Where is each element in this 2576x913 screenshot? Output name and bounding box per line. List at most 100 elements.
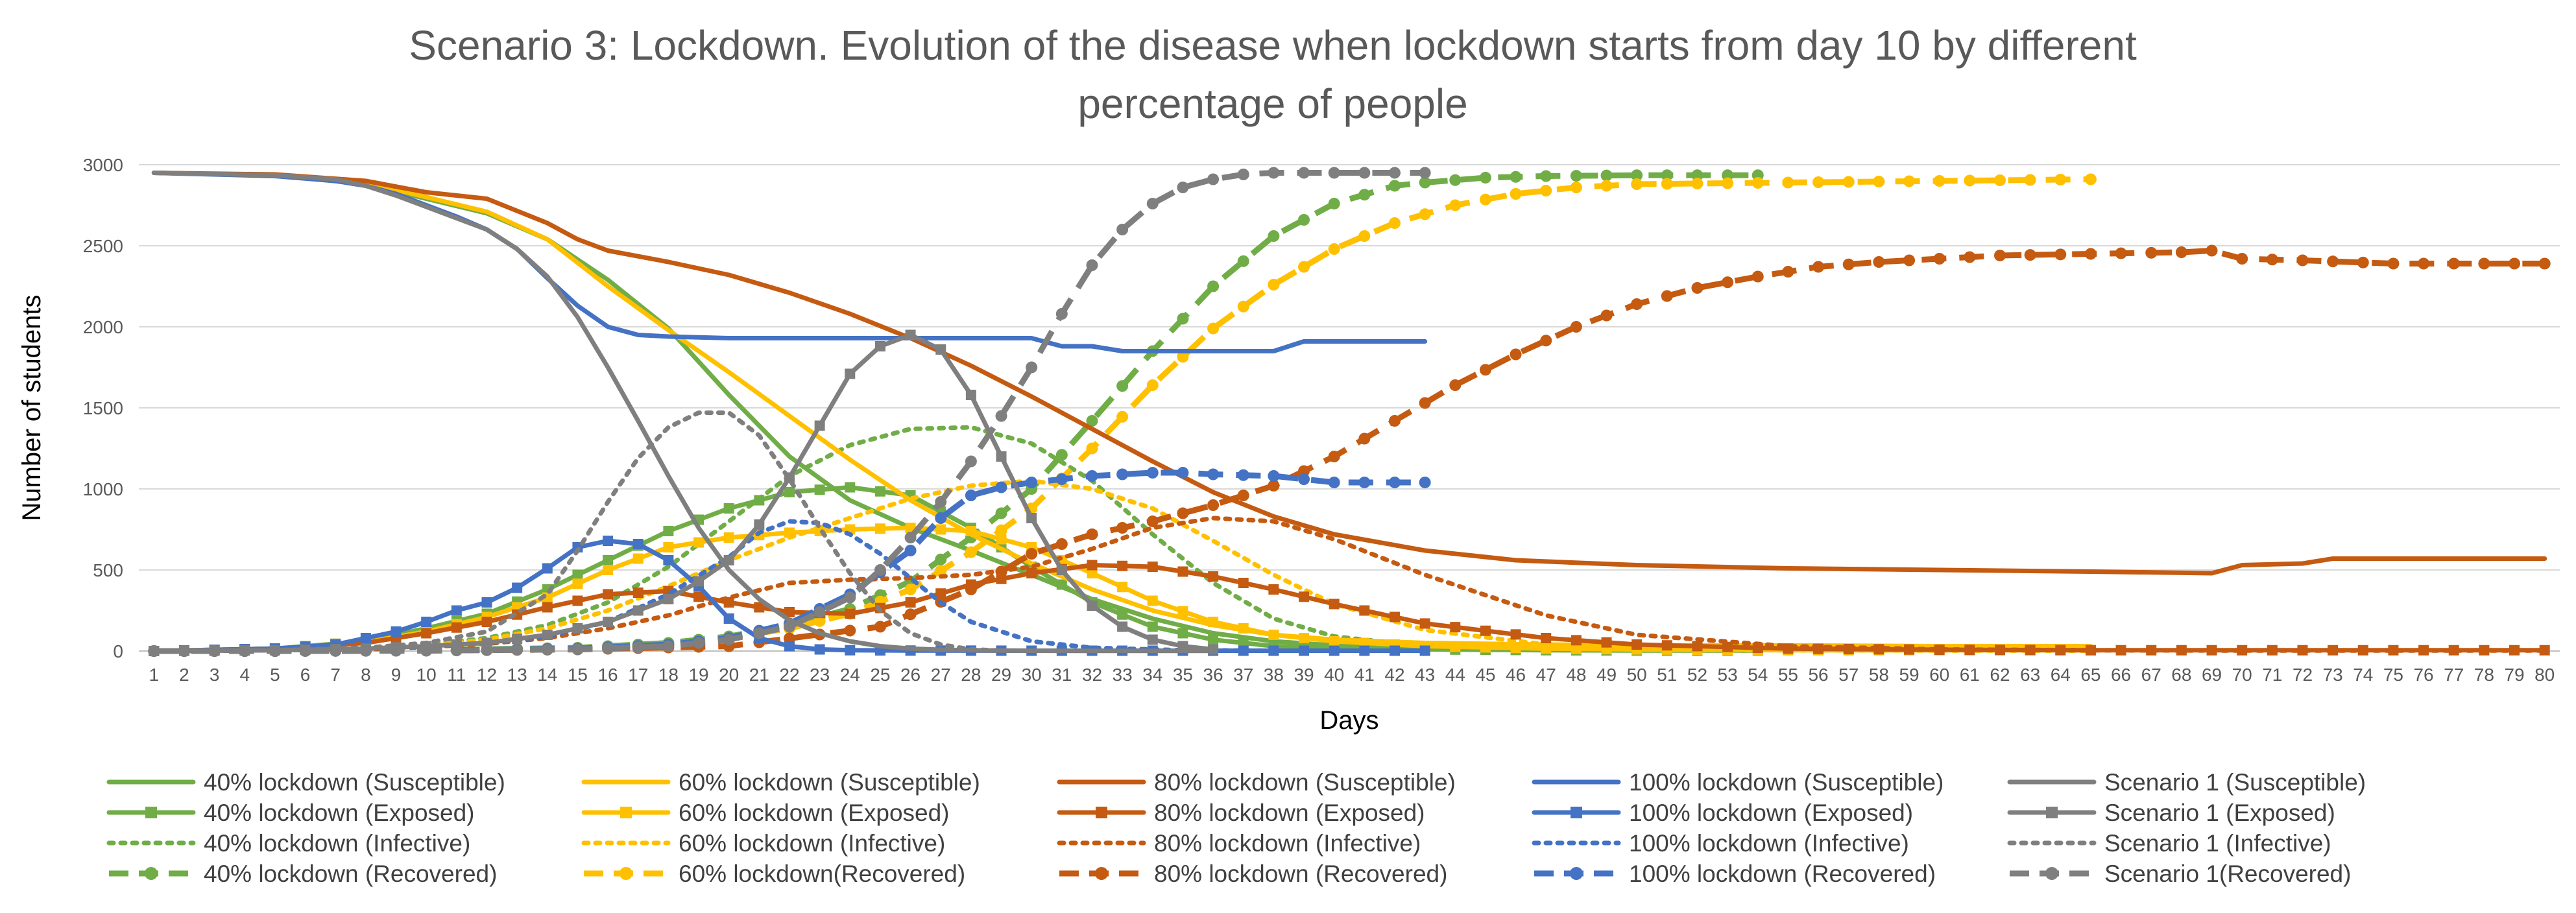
data-point (996, 451, 1007, 462)
data-point (1782, 176, 1794, 189)
x-tick-label: 44 (1445, 665, 1465, 685)
legend-item: 100% lockdown (Exposed) (1532, 800, 1913, 826)
data-point (1207, 499, 1220, 511)
x-tick-label: 51 (1657, 665, 1677, 685)
x-tick-label: 53 (1718, 665, 1738, 685)
legend-marker (1571, 807, 1582, 818)
data-point (1933, 175, 1945, 187)
data-point (874, 486, 885, 497)
y-tick-label: 0 (113, 641, 123, 661)
data-point (1329, 599, 1340, 610)
data-point (603, 617, 614, 627)
data-point (1328, 243, 1340, 255)
series-60-lockdown-susceptible- (151, 171, 2093, 648)
data-point (663, 542, 674, 552)
data-point (935, 496, 947, 508)
series-line (151, 333, 1216, 654)
legend-marker (2045, 867, 2058, 880)
data-point (632, 539, 644, 549)
data-point (1298, 214, 1310, 226)
legend-label: Scenario 1 (Susceptible) (2104, 769, 2366, 796)
x-tick-label: 35 (1173, 665, 1193, 685)
data-point (1691, 282, 1703, 294)
x-tick-label: 45 (1475, 665, 1495, 685)
data-point (1510, 643, 1521, 654)
data-point (663, 594, 674, 604)
data-point (723, 532, 734, 543)
data-point (995, 481, 1007, 493)
legend-label: 40% lockdown (Recovered) (204, 860, 497, 887)
data-point (511, 644, 524, 656)
data-point (2084, 173, 2097, 185)
data-point (1600, 180, 1613, 192)
legend-marker (620, 867, 632, 880)
data-point (1903, 254, 1916, 267)
legend-label: 80% lockdown (Infective) (1154, 830, 1421, 857)
data-point (996, 534, 1007, 545)
data-point (845, 482, 856, 493)
x-tick-label: 14 (537, 665, 557, 685)
x-tick-label: 63 (2020, 665, 2040, 685)
data-point (1510, 348, 1522, 361)
legend-item: 40% lockdown (Recovered) (109, 860, 497, 887)
data-point (1086, 528, 1098, 540)
legend-label: 80% lockdown (Exposed) (1154, 800, 1425, 826)
data-point (845, 368, 856, 379)
data-point (2024, 174, 2036, 186)
data-point (632, 553, 644, 564)
data-point (632, 641, 644, 654)
series-line (151, 519, 1428, 654)
data-point (814, 484, 825, 495)
data-point (723, 555, 734, 565)
x-tick-label: 66 (2111, 665, 2131, 685)
series-line (151, 425, 1761, 654)
data-point (1358, 230, 1371, 242)
x-tick-label: 65 (2080, 665, 2101, 685)
data-point (663, 526, 674, 536)
data-point (1026, 548, 1038, 560)
data-point (1419, 208, 1431, 220)
data-point (1964, 174, 1976, 187)
x-tick-label: 25 (870, 665, 890, 685)
data-point (239, 645, 251, 657)
data-point (904, 584, 917, 595)
data-point (1238, 578, 1249, 588)
data-point (1419, 618, 1430, 629)
legend-label: Scenario 1(Recovered) (2104, 860, 2351, 887)
data-point (603, 555, 614, 565)
data-point (572, 569, 583, 580)
data-point (1086, 442, 1098, 455)
legend-label: 100% lockdown (Recovered) (1629, 860, 1936, 887)
data-point (1631, 298, 1643, 310)
y-tick-label: 2000 (83, 317, 123, 337)
data-point (784, 641, 795, 652)
data-point (1147, 595, 1158, 606)
x-tick-label: 69 (2202, 665, 2222, 685)
x-tick-label: 54 (1748, 665, 1768, 685)
legend-marker (1570, 867, 1583, 880)
legend-marker (145, 807, 157, 818)
data-point (1026, 568, 1037, 578)
data-point (451, 622, 462, 633)
data-point (390, 645, 402, 657)
data-point (723, 613, 734, 624)
legend-item: Scenario 1 (Susceptible) (2007, 769, 2366, 796)
data-point (753, 627, 765, 639)
data-point (2024, 249, 2036, 261)
legend-label: Scenario 1 (Exposed) (2104, 800, 2335, 826)
x-tick-label: 70 (2232, 665, 2252, 685)
x-tick-label: 37 (1233, 665, 1253, 685)
data-point (1208, 644, 1219, 655)
data-point (269, 645, 281, 657)
data-point (1450, 641, 1461, 652)
data-point (1934, 645, 1945, 655)
x-tick-label: 43 (1415, 665, 1435, 685)
data-point (1873, 176, 1885, 187)
data-point (1207, 322, 1220, 335)
data-point (965, 546, 977, 558)
data-point (1117, 621, 1128, 632)
data-point (1388, 180, 1401, 192)
data-point (2206, 244, 2218, 257)
data-point (1208, 634, 1219, 645)
plot-area (148, 167, 2551, 657)
